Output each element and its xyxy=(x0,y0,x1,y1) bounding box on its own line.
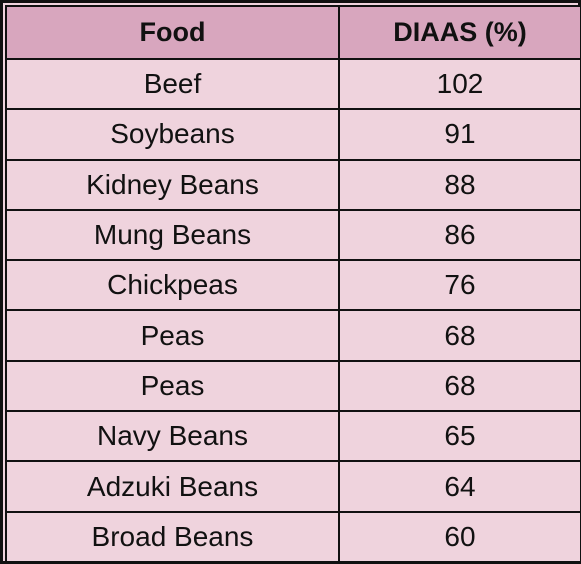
food-cell: Mung Beans xyxy=(5,208,340,262)
food-cell: Kidney Beans xyxy=(5,158,340,211)
table-row: Soybeans 91 xyxy=(5,108,581,161)
table-row: Kidney Beans 88 xyxy=(5,158,581,211)
table-header-row: Food DIAAS (%) xyxy=(5,5,581,60)
diaas-cell: 60 xyxy=(338,510,581,564)
food-cell: Beef xyxy=(5,57,340,111)
food-cell: Broad Beans xyxy=(5,510,340,564)
header-food: Food xyxy=(5,5,340,60)
diaas-cell: 76 xyxy=(338,259,581,312)
header-diaas: DIAAS (%) xyxy=(338,5,581,60)
table-row: Beef 102 xyxy=(5,57,581,111)
diaas-cell: 88 xyxy=(338,158,581,211)
diaas-cell: 91 xyxy=(338,108,581,161)
food-cell: Peas xyxy=(5,309,340,362)
diaas-table: Food DIAAS (%) Beef 102 Soybeans 91 Kidn… xyxy=(5,5,581,564)
table-row: Adzuki Beans 64 xyxy=(5,460,581,513)
food-cell: Soybeans xyxy=(5,108,340,161)
table-row: Mung Beans 86 xyxy=(5,208,581,262)
table-row: Peas 68 xyxy=(5,309,581,362)
table-row: Broad Beans 60 xyxy=(5,510,581,564)
food-cell: Chickpeas xyxy=(5,259,340,312)
diaas-cell: 65 xyxy=(338,410,581,463)
table-row: Chickpeas 76 xyxy=(5,259,581,312)
food-cell: Peas xyxy=(5,359,340,413)
food-cell: Adzuki Beans xyxy=(5,460,340,513)
diaas-cell: 102 xyxy=(338,57,581,111)
diaas-cell: 68 xyxy=(338,309,581,362)
food-cell: Navy Beans xyxy=(5,410,340,463)
diaas-cell: 68 xyxy=(338,359,581,413)
table-row: Navy Beans 65 xyxy=(5,410,581,463)
diaas-cell: 64 xyxy=(338,460,581,513)
diaas-cell: 86 xyxy=(338,208,581,262)
table-row: Peas 68 xyxy=(5,359,581,413)
